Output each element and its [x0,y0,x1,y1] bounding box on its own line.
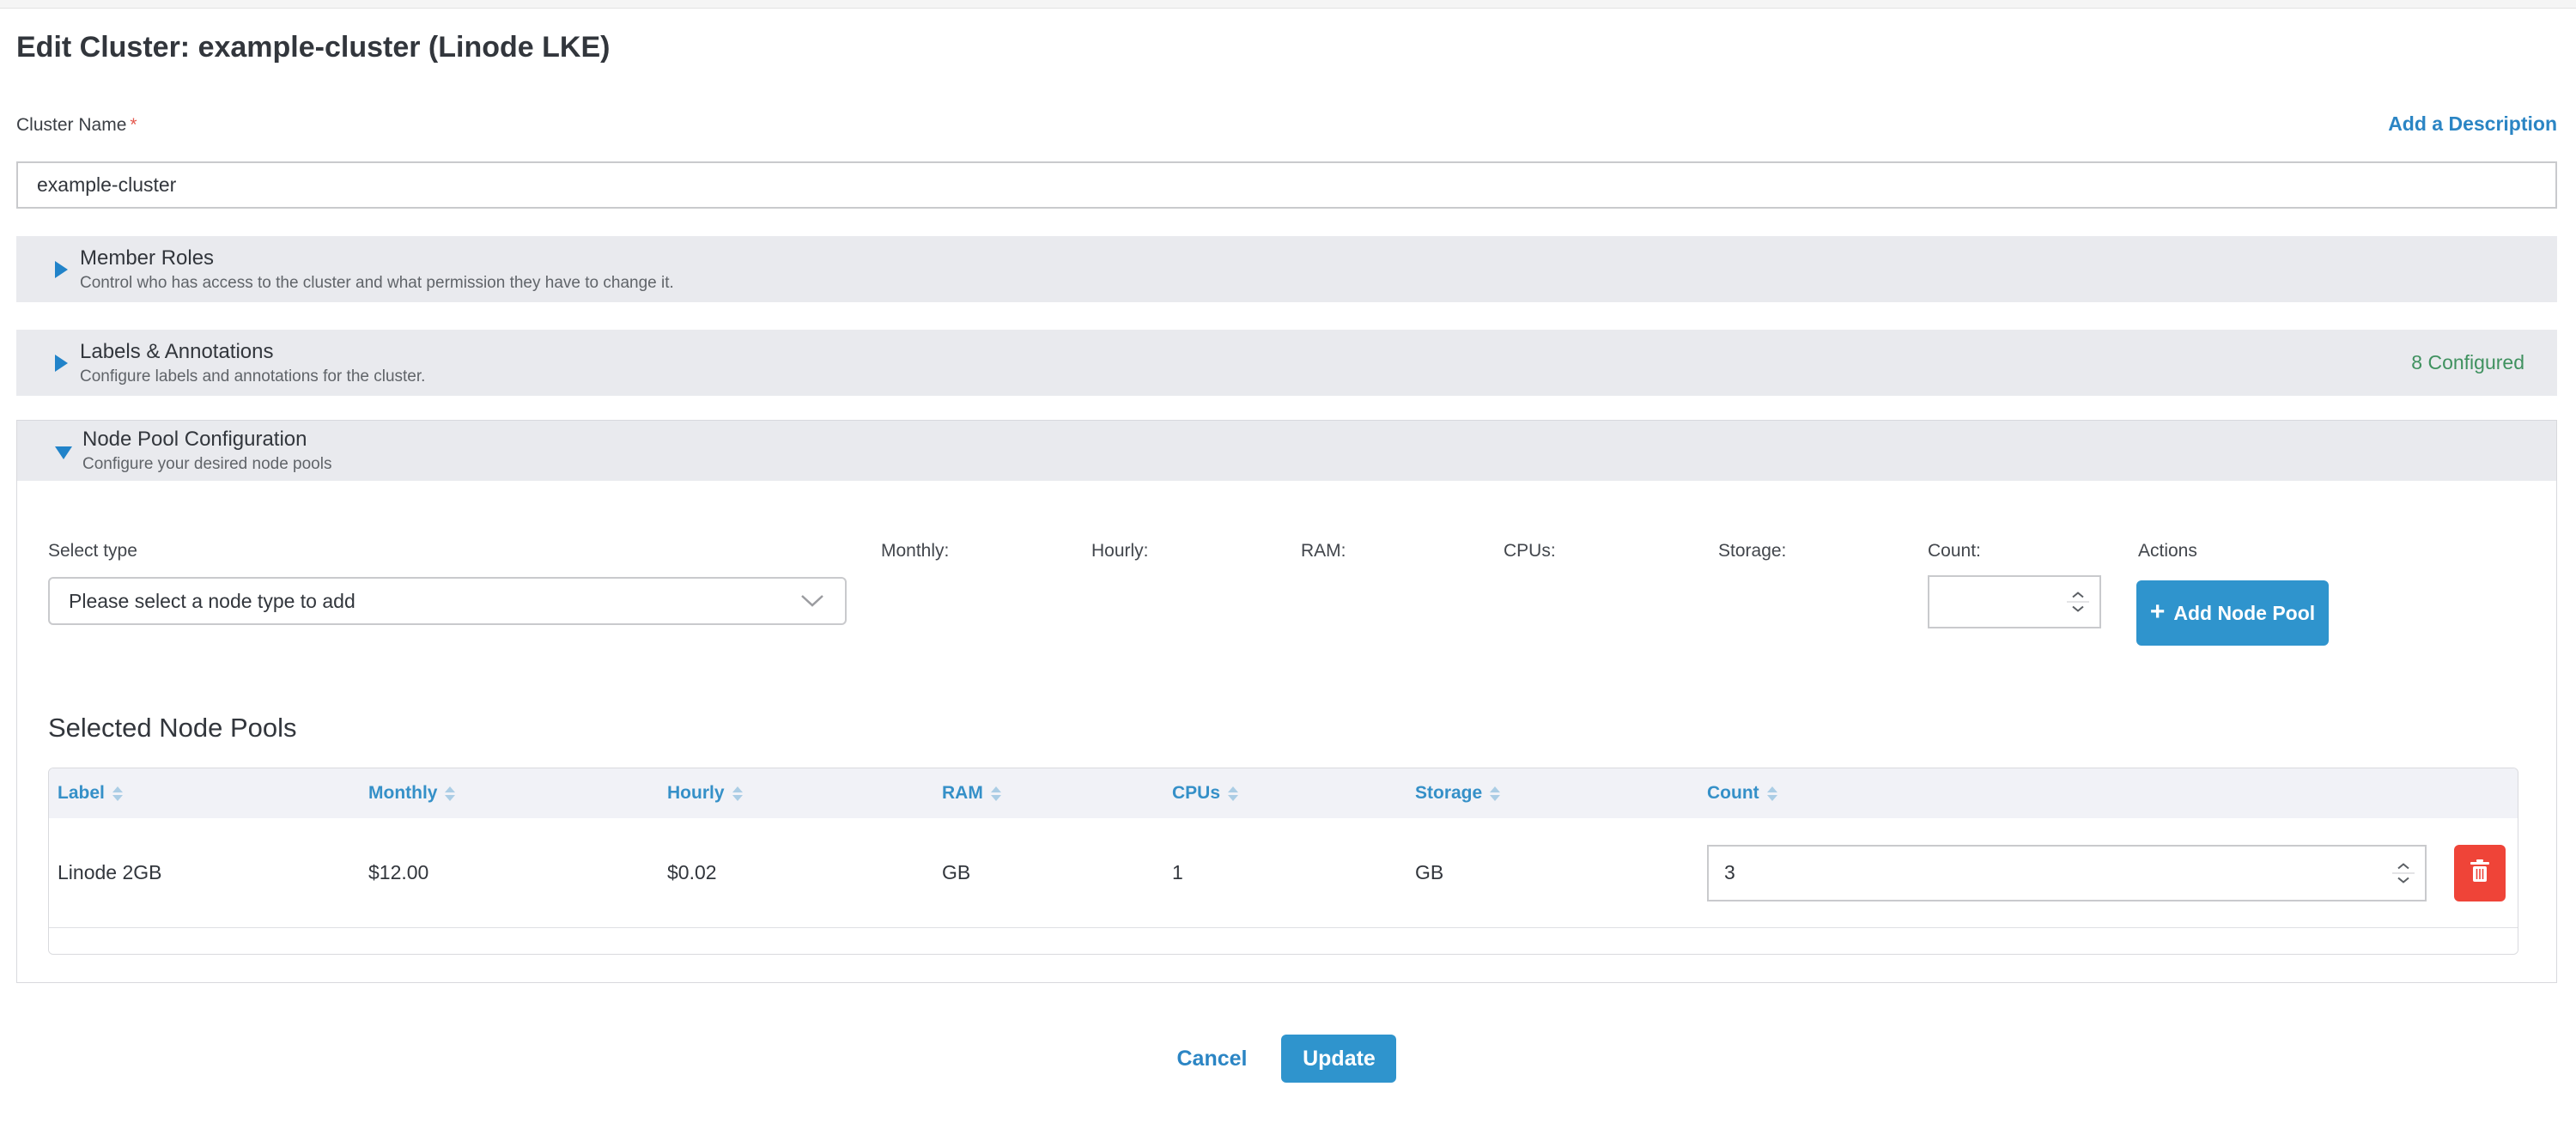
sort-icon[interactable] [1228,786,1239,801]
sort-icon[interactable] [1766,786,1777,801]
spinner-divider [2067,601,2089,603]
labels-annotations-description: Configure labels and annotations for the… [80,367,426,385]
pool-hourly-cell: $0.02 [667,861,717,883]
sort-icon[interactable] [1490,786,1501,801]
member-roles-title: Member Roles [80,246,215,270]
column-header-storage[interactable]: Storage [1406,783,1698,804]
node-type-select[interactable]: Please select a node type to add [48,577,847,625]
ram-label: RAM: [1301,541,1346,561]
table-header-row: Label Monthly Hourly RAM [49,768,2518,818]
labels-annotations-titles: Labels & Annotations Configure labels an… [80,340,425,386]
selected-node-pools-table: Label Monthly Hourly RAM [48,768,2518,955]
select-type-label: Select type [48,541,137,561]
required-asterisk: * [130,115,137,135]
pool-label-cell: Linode 2GB [58,861,162,883]
column-header-text: Monthly [368,783,438,803]
table-footer-strip [49,928,2518,954]
collapsed-triangle-icon[interactable] [55,354,68,372]
column-header-cpus[interactable]: CPUs [1163,783,1406,804]
sort-icon[interactable] [990,786,1001,801]
update-button[interactable]: Update [1281,1035,1397,1083]
pool-ram-cell: GB [942,861,971,883]
trash-icon [2469,859,2491,887]
spinner-divider [2392,872,2415,873]
configured-count-badge: 8 Configured [2411,351,2524,373]
page-title: Edit Cluster: example-cluster (Linode LK… [16,31,611,64]
table-row: Linode 2GB $12.00 $0.02 GB 1 GB [49,818,2518,928]
member-roles-description: Control who has access to the cluster an… [80,273,674,292]
add-node-pool-button[interactable]: + Add Node Pool [2136,580,2329,646]
sort-icon[interactable] [732,786,743,801]
monthly-label: Monthly: [881,541,950,561]
sort-icon[interactable] [445,786,456,801]
node-pool-titles: Node Pool Configuration Configure your d… [82,428,331,474]
selected-node-pools-heading: Selected Node Pools [48,713,297,743]
column-header-count[interactable]: Count [1698,783,2437,804]
node-type-select-value: Please select a node type to add [69,589,355,612]
spinner-up-icon [2072,592,2084,598]
top-divider [0,0,2576,9]
pool-storage-cell: GB [1415,861,1444,883]
add-node-pool-form: Select type Monthly: Hourly: RAM: CPUs: … [17,481,2556,713]
column-header-ram[interactable]: RAM [933,783,1163,804]
collapsed-triangle-icon[interactable] [55,260,68,278]
cancel-button[interactable]: Cancel [1176,1046,1248,1071]
column-header-text: Count [1707,783,1759,803]
storage-label: Storage: [1718,541,1787,561]
spinner-down-icon [2397,877,2409,883]
node-pool-section-header[interactable]: Node Pool Configuration Configure your d… [17,421,2556,481]
count-stepper [1928,575,2101,628]
node-pool-configuration-panel: Node Pool Configuration Configure your d… [16,420,2557,983]
footer-actions: Cancel Update [16,1035,2557,1083]
pool-actions-cell [2437,844,2518,901]
pool-count-input[interactable] [1709,846,2425,900]
member-roles-section[interactable]: Member Roles Control who has access to t… [16,236,2557,302]
count-label: Count: [1928,541,1981,561]
node-pool-panel-body: Select type Monthly: Hourly: RAM: CPUs: … [17,481,2556,982]
labels-annotations-header: Labels & Annotations Configure labels an… [55,340,425,386]
expanded-triangle-icon[interactable] [55,446,72,459]
cluster-name-row: Cluster Name * Add a Description [16,112,2557,136]
add-description-link[interactable]: Add a Description [2388,112,2557,135]
member-roles-header: Member Roles Control who has access to t… [55,246,674,293]
member-roles-titles: Member Roles Control who has access to t… [80,246,674,293]
cpus-label: CPUs: [1504,541,1556,561]
cluster-name-label: Cluster Name * [16,115,137,136]
column-header-monthly[interactable]: Monthly [360,783,659,804]
node-pool-description: Configure your desired node pools [82,455,332,473]
labels-annotations-section[interactable]: Labels & Annotations Configure labels an… [16,330,2557,396]
pool-count-stepper [1707,844,2427,901]
column-header-text: Hourly [667,783,725,803]
spinner-up-icon [2397,862,2409,869]
column-header-text: Label [58,783,105,803]
edit-cluster-page: Edit Cluster: example-cluster (Linode LK… [0,9,2576,1083]
delete-pool-button[interactable] [2454,844,2506,901]
pool-cpus-cell: 1 [1172,861,1183,883]
plus-icon: + [2149,598,2166,626]
pool-monthly-cell: $12.00 [368,861,429,883]
column-header-text: CPUs [1172,783,1221,803]
pool-count-cell [1698,844,2437,901]
actions-label: Actions [2138,541,2197,561]
cluster-name-label-text: Cluster Name [16,115,127,135]
chevron-down-icon [800,594,824,608]
labels-annotations-title: Labels & Annotations [80,339,274,363]
column-header-hourly[interactable]: Hourly [659,783,933,804]
hourly-label: Hourly: [1091,541,1149,561]
column-header-label[interactable]: Label [49,783,360,804]
node-pool-title: Node Pool Configuration [82,428,307,451]
column-header-text: RAM [942,783,983,803]
cluster-name-input[interactable] [16,161,2557,209]
add-node-pool-button-label: Add Node Pool [2173,601,2316,624]
count-spinner[interactable] [2063,592,2093,613]
spinner-down-icon [2072,605,2084,612]
column-header-text: Storage [1415,783,1483,803]
pool-count-spinner[interactable] [2389,862,2418,883]
sort-icon[interactable] [112,786,123,801]
